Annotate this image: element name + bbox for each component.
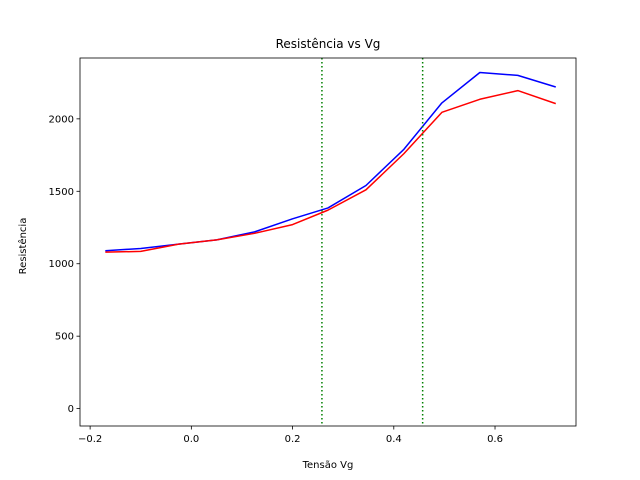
x-tick-label: 0.2 — [285, 434, 301, 445]
x-tick-label: 0.0 — [183, 434, 199, 445]
y-tick-label: 1000 — [49, 259, 74, 270]
y-tick-label: 500 — [55, 332, 74, 343]
x-tick-label: −0.2 — [78, 434, 102, 445]
y-tick-label: 0 — [68, 404, 74, 415]
y-tick-label: 2000 — [49, 114, 74, 125]
y-tick-label: 1500 — [49, 187, 74, 198]
plot-area: −0.2 0.0 0.2 0.4 0.6 0 500 1000 1500 2000 — [49, 57, 577, 445]
x-tick-label: 0.4 — [386, 434, 402, 445]
axes-frame — [79, 57, 577, 427]
x-axis-label: Tensão Vg — [302, 460, 354, 471]
chart-title: Resistência vs Vg — [276, 37, 381, 51]
y-axis-label: Resistência — [17, 218, 29, 275]
x-tick-label: 0.6 — [487, 434, 503, 445]
series-line-2 — [105, 89, 557, 253]
